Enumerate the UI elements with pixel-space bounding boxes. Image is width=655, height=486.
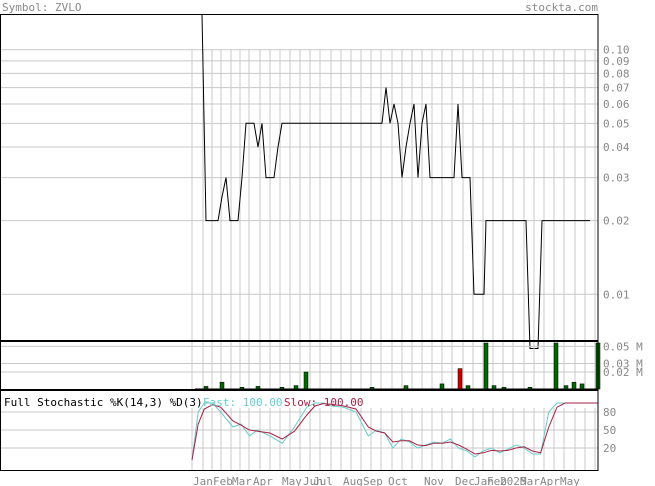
price-tick-label: 0.10 (603, 44, 630, 57)
stochastic-fast-label: Fast: 100.00 (203, 396, 282, 409)
x-axis-label: Apr (253, 475, 273, 486)
volume-bar (563, 385, 569, 390)
x-axis-label: Jun (303, 475, 323, 486)
volume-bar (483, 342, 489, 390)
panel-frames (0, 14, 599, 471)
x-axis-label: Dec (455, 475, 475, 486)
stochastic-tick-label: 80 (603, 406, 616, 419)
price-tick-label: 0.03 (603, 172, 630, 185)
price-line (201, 13, 590, 349)
x-axis-label: May (282, 475, 302, 486)
x-axis-label: Jul (313, 475, 333, 486)
volume-bar (553, 342, 559, 390)
volume-bar (219, 381, 225, 390)
stochastic-fast-line (191, 402, 598, 461)
volume-bar (255, 386, 261, 390)
price-tick-label: 0.08 (603, 67, 630, 80)
price-tick-label: 0.01 (603, 288, 630, 301)
volume-tick-label: 0.02 M (603, 366, 643, 379)
price-tick-label: 0.07 (603, 82, 630, 95)
volume-bar (457, 368, 463, 390)
volume-bar (303, 371, 309, 390)
x-axis-label: May (560, 475, 580, 486)
stochastic-frame (0, 390, 599, 471)
volume-bar (579, 383, 585, 390)
x-axis-label: Sep (363, 475, 383, 486)
price-frame (0, 14, 599, 341)
volume-bar (501, 387, 507, 390)
price-tick-label: 0.04 (603, 141, 630, 154)
stochastic-title: Full Stochastic %K(14,3) %D(3) (4, 396, 203, 409)
site-link[interactable]: stockta.com (525, 1, 598, 14)
volume-bar (491, 385, 497, 390)
volume-bar (527, 387, 533, 390)
volume-bar (403, 385, 409, 390)
x-axis-label: Jan (474, 475, 494, 486)
volume-bar (293, 385, 299, 390)
x-axis-label: Nov (424, 475, 444, 486)
volume-bar (439, 383, 445, 390)
stochastic-tick-label: 20 (603, 442, 616, 455)
x-axis-label: Apr (540, 475, 560, 486)
volume-frame (0, 341, 599, 390)
x-axis-label: Aug (343, 475, 363, 486)
x-axis-label: Feb (213, 475, 233, 486)
stochastic-tick-label: 50 (603, 424, 616, 437)
volume-bar (369, 387, 375, 390)
stochastic-axis: 80 50 20 (603, 406, 616, 455)
x-axis-label: Feb (487, 475, 507, 486)
price-axis: 0.100.090.08 0.07 0.06 0.05 0.04 0.03 0.02 0.01 (603, 44, 630, 302)
x-axis-label: Mar (520, 475, 540, 486)
stochastic-slow-line (191, 402, 598, 461)
x-axis-label: 2025 (500, 475, 527, 486)
price-grid (0, 49, 598, 340)
stochastic-slow-label: Slow: 100.00 (284, 396, 363, 409)
volume-bar (571, 381, 577, 390)
volume-bar (239, 387, 245, 390)
volume-tick-label: 0.05 M (603, 340, 643, 353)
x-axis-label: Oct (388, 475, 408, 486)
volume-bar (203, 386, 209, 390)
x-axis-label: Jan (193, 475, 213, 486)
x-axis-label: Mar (232, 475, 252, 486)
volume-tick-label: 0.03 M (603, 357, 643, 370)
volume-axis: 0.05 M 0.03 M0.02 M (603, 340, 643, 379)
price-tick-label: 0.05 (603, 117, 630, 130)
volume-bar (465, 385, 471, 390)
symbol-label: Symbol: ZVLO (2, 1, 81, 14)
volume-bar (279, 387, 285, 390)
price-tick-label: 0.06 (603, 98, 630, 111)
price-tick-label: 0.09 (603, 55, 630, 68)
price-tick-label: 0.02 (603, 215, 630, 228)
